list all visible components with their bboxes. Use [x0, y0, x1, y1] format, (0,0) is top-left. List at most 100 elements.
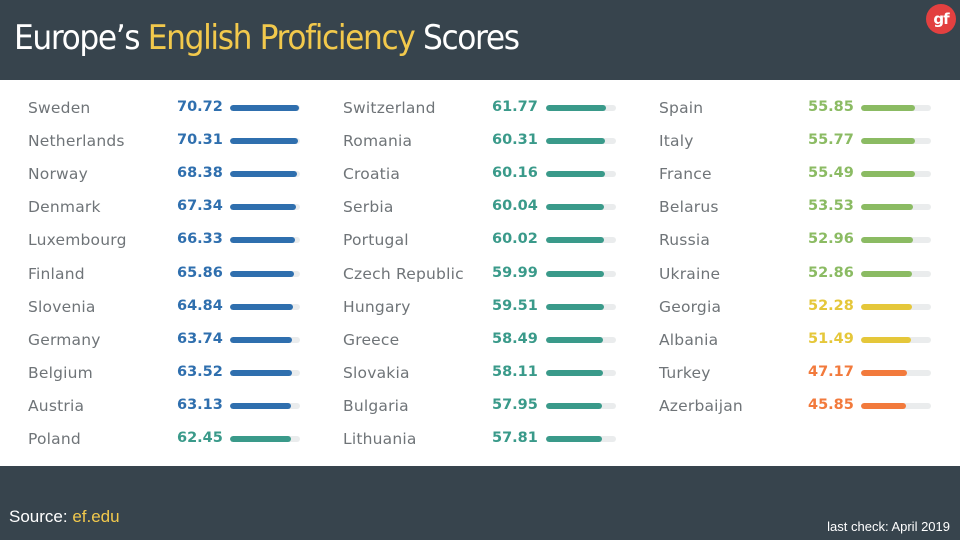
score-label: 55.77 [808, 132, 854, 148]
score-bar-track [230, 237, 300, 243]
country-label: Georgia [659, 298, 722, 316]
score-bar-track [230, 337, 300, 343]
score-label: 59.99 [492, 265, 538, 281]
score-label: 65.86 [177, 265, 223, 281]
score-bar [546, 105, 607, 111]
chart-entry: Belarus 53.53 [659, 195, 931, 219]
score-bar-track [230, 304, 300, 310]
score-label: 66.33 [177, 231, 223, 247]
score-bar [546, 271, 605, 277]
score-bar [546, 436, 603, 442]
chart-entry: Spain 55.85 [659, 96, 931, 120]
score-bar-track [230, 271, 300, 277]
country-label: Belarus [659, 198, 719, 216]
chart-entry: Italy 55.77 [659, 129, 931, 153]
country-label: Lithuania [343, 430, 417, 448]
score-label: 51.49 [808, 331, 854, 347]
chart-entry: Albania 51.49 [659, 328, 931, 352]
country-label: Spain [659, 99, 704, 117]
chart-entry: Slovenia 64.84 [28, 295, 300, 319]
score-bar [230, 370, 292, 376]
score-label: 45.85 [808, 397, 854, 413]
country-label: Belgium [28, 364, 93, 382]
score-bar-track [230, 171, 300, 177]
chart-entry: Portugal 60.02 [343, 228, 616, 252]
score-label: 60.04 [492, 198, 538, 214]
score-bar [546, 337, 603, 343]
score-bar-track [230, 204, 300, 210]
score-bar-track [861, 105, 931, 111]
chart-entry: Luxembourg 66.33 [28, 228, 300, 252]
country-label: Luxembourg [28, 231, 127, 249]
score-bar [230, 138, 299, 144]
chart-entry: Hungary 59.51 [343, 295, 616, 319]
chart-entry: Ukraine 52.86 [659, 262, 931, 286]
score-label: 63.13 [177, 397, 223, 413]
score-label: 60.31 [492, 132, 538, 148]
score-bar [861, 105, 916, 111]
country-label: Switzerland [343, 99, 436, 117]
score-bar-track [546, 370, 616, 376]
country-label: Czech Republic [343, 265, 464, 283]
score-bar [230, 237, 295, 243]
chart-entry: Lithuania 57.81 [343, 427, 616, 451]
chart-entry: Turkey 47.17 [659, 361, 931, 385]
chart-entry: France 55.49 [659, 162, 931, 186]
score-bar-track [230, 436, 300, 442]
country-label: Sweden [28, 99, 91, 117]
score-label: 63.74 [177, 331, 223, 347]
score-label: 67.34 [177, 198, 223, 214]
score-bar-track [861, 304, 931, 310]
chart-entry: Slovakia 58.11 [343, 361, 616, 385]
score-label: 59.51 [492, 298, 538, 314]
country-label: Serbia [343, 198, 394, 216]
score-label: 63.52 [177, 364, 223, 380]
logo-text: gf [933, 10, 949, 28]
score-label: 52.86 [808, 265, 854, 281]
country-label: Bulgaria [343, 397, 409, 415]
score-bar [861, 138, 916, 144]
chart-entry: Bulgaria 57.95 [343, 394, 616, 418]
score-bar-track [861, 171, 931, 177]
score-label: 61.77 [492, 99, 538, 115]
source-label: Source: [9, 507, 68, 526]
country-label: Poland [28, 430, 81, 448]
country-label: Finland [28, 265, 85, 283]
country-label: Croatia [343, 165, 401, 183]
source-link[interactable]: ef.edu [72, 507, 120, 526]
score-bar-track [546, 138, 616, 144]
page-title: Europe’s English Proficiency Scores [14, 18, 520, 58]
title-part-1: Europe’s [14, 18, 148, 58]
country-label: Greece [343, 331, 400, 349]
chart-entry: Switzerland 61.77 [343, 96, 616, 120]
country-label: Slovenia [28, 298, 96, 316]
source-note: Source: ef.edu [9, 507, 120, 527]
chart-entry: Denmark 67.34 [28, 195, 300, 219]
chart-entry: Russia 52.96 [659, 228, 931, 252]
country-label: Netherlands [28, 132, 125, 150]
score-bar [230, 105, 299, 111]
score-bar [230, 171, 297, 177]
score-label: 60.16 [492, 165, 538, 181]
score-label: 57.95 [492, 397, 538, 413]
score-bar [230, 271, 294, 277]
score-bar [861, 171, 915, 177]
score-bar-track [230, 105, 300, 111]
score-bar [230, 403, 292, 409]
country-label: Austria [28, 397, 85, 415]
score-label: 55.49 [808, 165, 854, 181]
score-bar [861, 204, 913, 210]
score-bar-track [861, 138, 931, 144]
score-bar [546, 403, 603, 409]
score-bar [861, 304, 912, 310]
country-label: Romania [343, 132, 413, 150]
score-bar [861, 403, 906, 409]
score-bar-track [546, 237, 616, 243]
chart-entry: Germany 63.74 [28, 328, 300, 352]
score-bar [861, 271, 913, 277]
score-bar [861, 237, 913, 243]
score-label: 53.53 [808, 198, 854, 214]
score-bar [546, 237, 605, 243]
score-label: 47.17 [808, 364, 854, 380]
chart-entry: Greece 58.49 [343, 328, 616, 352]
